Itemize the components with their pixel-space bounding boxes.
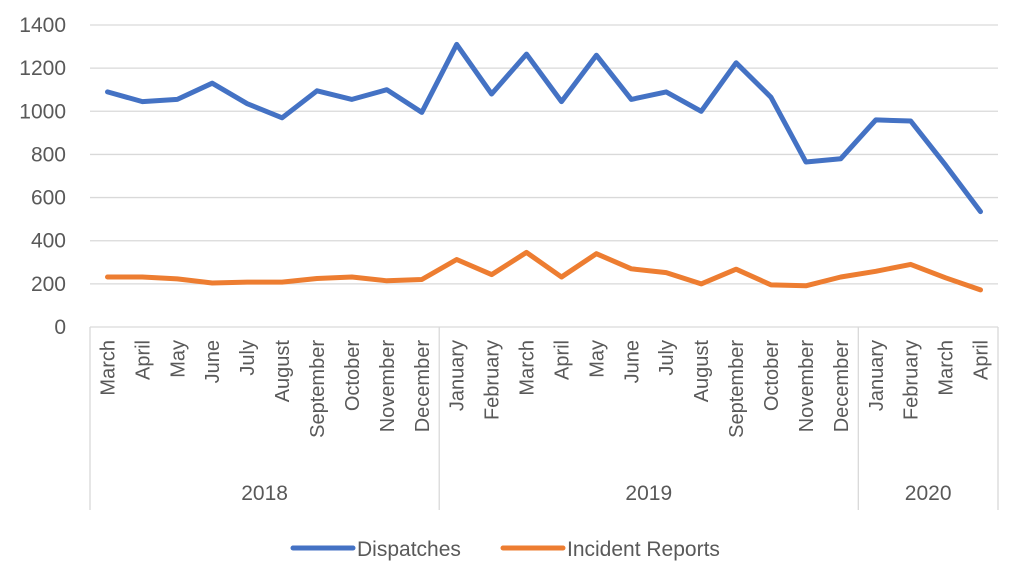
x-category-label: April (971, 340, 993, 380)
x-category-label: March (97, 340, 119, 396)
x-category-label: May (167, 340, 189, 378)
legend-label: Dispatches (357, 538, 461, 561)
y-tick-label: 800 (31, 143, 66, 166)
x-category-label: January (447, 340, 469, 411)
legend-label: Incident Reports (567, 538, 720, 561)
x-category-label: July (237, 340, 259, 376)
x-category-label: January (866, 340, 888, 411)
x-category-label: March (517, 340, 539, 396)
series-line-dispatches (105, 41, 983, 215)
x-category-label: February (901, 340, 923, 420)
x-category-label: June (621, 340, 643, 383)
x-axis-category-labels: March April May June July August September Octo… (97, 340, 992, 438)
x-axis-frame (89, 326, 999, 510)
x-category-label: August (272, 340, 294, 403)
y-tick-label: 1400 (19, 14, 66, 37)
x-category-label: March (936, 340, 958, 396)
y-tick-label: 200 (31, 273, 66, 296)
x-group-label: 2018 (241, 482, 288, 505)
gridlines (90, 24, 998, 285)
x-category-label: November (796, 340, 818, 433)
x-category-label: October (342, 340, 364, 411)
x-category-label: June (202, 340, 224, 383)
x-category-label: September (726, 340, 748, 438)
x-category-label: December (831, 340, 853, 433)
x-group-label: 2020 (905, 482, 952, 505)
x-category-label: November (377, 340, 399, 433)
x-category-label: September (307, 340, 329, 438)
x-category-label: December (412, 340, 434, 433)
y-tick-label: 600 (31, 187, 66, 210)
y-tick-label: 1200 (19, 57, 66, 80)
x-category-label: April (551, 340, 573, 380)
x-axis-group-labels: 2018 2019 2020 (241, 482, 951, 505)
series-lines (105, 41, 983, 293)
y-tick-label: 1000 (19, 100, 66, 123)
legend: Dispatches Incident Reports (290, 538, 720, 561)
x-group-label: 2019 (625, 482, 672, 505)
y-tick-label: 0 (54, 316, 66, 339)
x-category-label: February (482, 340, 504, 420)
y-axis-tick-labels: 0 200 400 600 800 1000 1200 1400 (19, 14, 66, 339)
x-category-label: April (132, 340, 154, 380)
y-tick-label: 400 (31, 230, 66, 253)
series-line-incident-reports (105, 249, 983, 293)
x-category-label: August (691, 340, 713, 403)
x-category-label: October (761, 340, 783, 411)
x-category-label: May (586, 340, 608, 378)
x-category-label: July (656, 340, 678, 376)
